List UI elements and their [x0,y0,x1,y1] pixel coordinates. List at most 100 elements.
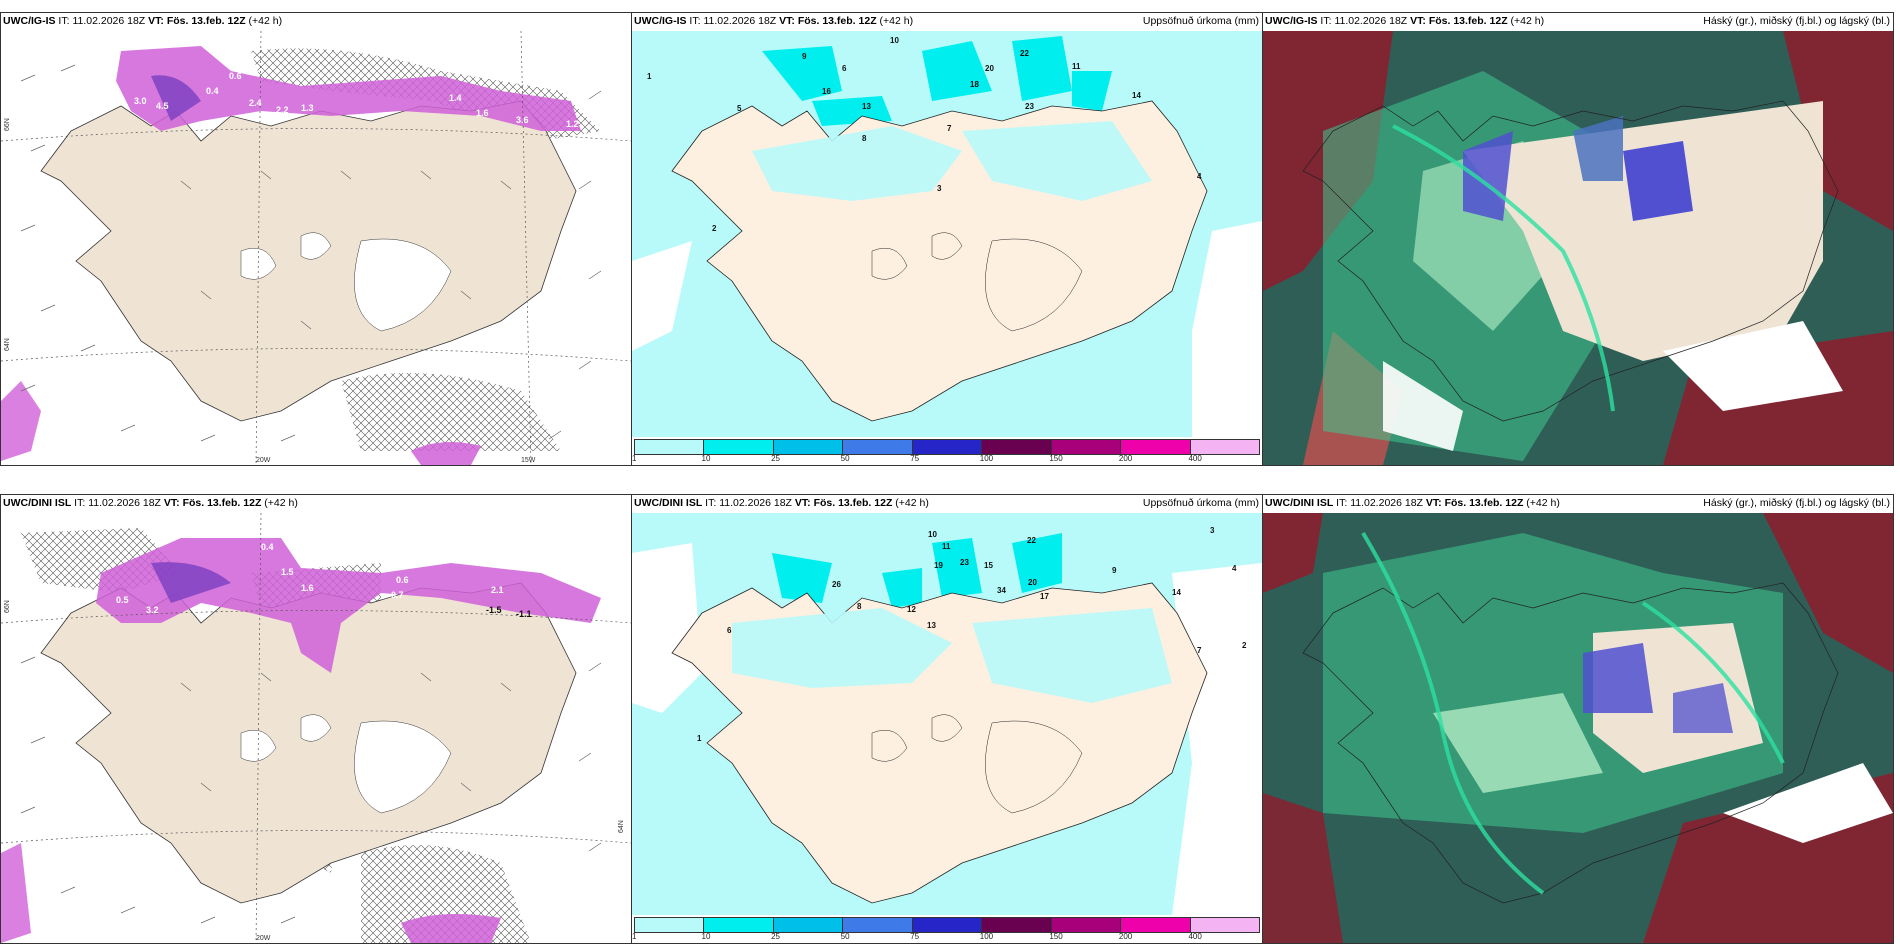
precip-light-land [972,608,1172,703]
mid-cloud-blue [1573,116,1623,181]
value-label: 20 [1028,578,1037,587]
field-title: Uppsöfnuð úrkoma (mm) [1142,497,1259,509]
longitude-line [255,31,262,465]
value-label: 22 [1020,49,1029,58]
value-label: 1 [647,72,652,81]
value-label: 4 [1197,172,1202,181]
snow-band [411,442,481,465]
high-cloud [1763,513,1893,673]
precip-light-land [962,121,1152,201]
snow-band [96,538,601,673]
value-label: 0.6 [396,575,409,585]
colorbar-label: 150 [1049,932,1063,941]
glacier-outline [871,247,908,280]
value-label: 10 [928,530,937,539]
precip-values: 10 9 6 5 20 22 18 16 13 8 7 11 14 23 3 2… [647,36,1202,233]
precip-light-land [752,126,962,201]
latitude-line [1,128,631,142]
value-label: 1 [697,734,702,743]
panel-title: UWC/IG-IS IT: 11.02.2026 18Z VT: Fös. 13… [1265,15,1545,27]
latitude-line [1,610,631,624]
wind-snow-map: 20W 66N 64N 3.3 0.4 1.5 3.2 1.6 2.1 0.7 … [1,513,631,943]
colorbar-label: 150 [1049,454,1063,463]
value-label: 34 [997,586,1006,595]
value-label: 1.6 [301,583,314,593]
value-label: 8 [862,134,867,143]
panel-title: UWC/DINI ISL IT: 11.02.2026 18Z VT: Fös.… [3,497,298,509]
value-label: 0.7 [391,590,404,600]
value-label: 11 [1072,62,1081,71]
colorbar-segment [1190,440,1259,454]
glacier [240,247,277,280]
value-label: -1.5 [486,605,502,615]
panel-title: UWC/IG-IS IT: 11.02.2026 18Z VT: Fös. 13… [634,15,914,27]
colorbar-label: 75 [910,932,920,941]
precip-values: 10 11 22 19 23 15 26 34 20 17 8 9 4 3 2 … [697,526,1247,743]
value-label: 0.5 [116,595,129,605]
high-cloud [1263,513,1323,593]
value-label: 23 [1025,102,1034,111]
wind-snow-map: 20W 15W 66N 64N 0.5 0.6 0.4 3.0 4.5 2.4 … [1,31,631,465]
high-cloud [1783,31,1893,231]
dry-area [632,543,702,713]
colorbar-label: 400 [1188,932,1202,941]
lon-label: 15W [521,457,536,464]
value-label: 2.4 [249,98,262,108]
colorbar-label: 200 [1118,932,1133,941]
lon-label: 20W [256,457,271,464]
value-label: 1.2 [566,119,579,129]
colorbar-label: 200 [1118,454,1133,463]
glacier-outline [985,238,1083,332]
snow-core [151,75,201,121]
lon-label: 20W [256,935,271,942]
colorbar-label: 1 [632,932,637,941]
precip-colorbar: 1 10 25 50 75 100 150 200 400 [632,915,1262,943]
iceland-outline [1302,100,1839,422]
snow-band [1,381,41,461]
value-label: 4.5 [156,101,169,111]
precip-map: 10 9 6 5 20 22 18 16 13 8 7 11 14 23 3 2… [632,31,1262,437]
precip-heavy [762,36,1112,126]
colorbar-segment [1190,918,1259,932]
lat-label: 64N [618,820,625,833]
value-label: 1.6 [476,108,489,118]
colorbar-segment [773,440,844,454]
lat-label: 66N [4,118,11,131]
colorbar-segment [704,440,774,454]
cloud-edge [1641,601,1785,764]
snow-band [1,843,31,943]
value-label: 7 [947,124,952,133]
snow-band [116,46,581,131]
panel-bottom-left: UWC/DINI ISL IT: 11.02.2026 18Z VT: Fös.… [0,494,632,944]
panel-title: UWC/DINI ISL IT: 11.02.2026 18Z VT: Fös.… [634,497,929,509]
colorbar-segment [1121,440,1191,454]
value-label: 7 [1197,646,1202,655]
value-label: 0.4 [261,542,274,552]
lat-label: 66N [4,600,11,613]
colorbar-segment [1051,440,1122,454]
iceland-landmass [40,100,577,422]
colorbar-segment [843,440,913,454]
cloud-map [1263,513,1893,943]
colorbar-segment [982,440,1052,454]
colorbar-label: 25 [771,932,781,941]
colorbar-segment [704,918,774,932]
field-title: Uppsöfnuð úrkoma (mm) [1142,15,1259,27]
colorbar-label: 400 [1188,454,1202,463]
high-cloud [1263,793,1343,943]
value-label: 1.5 [281,567,294,577]
precip-map: 10 11 22 19 23 15 26 34 20 17 8 9 4 3 2 … [632,513,1262,915]
value-label: 3 [937,184,942,193]
value-label: 22 [1027,536,1036,545]
mid-cloud-blue [1463,131,1513,221]
value-label: 0.4 [206,86,219,96]
value-label: 3.2 [146,605,159,615]
value-label: 17 [1040,592,1049,601]
glacier [240,729,277,762]
value-label: 8 [857,602,862,611]
value-label: 26 [832,580,841,589]
precip-light-land [732,608,952,688]
colorbar-label: 75 [910,454,920,463]
value-label: 12 [907,605,916,614]
glacier [354,238,452,332]
